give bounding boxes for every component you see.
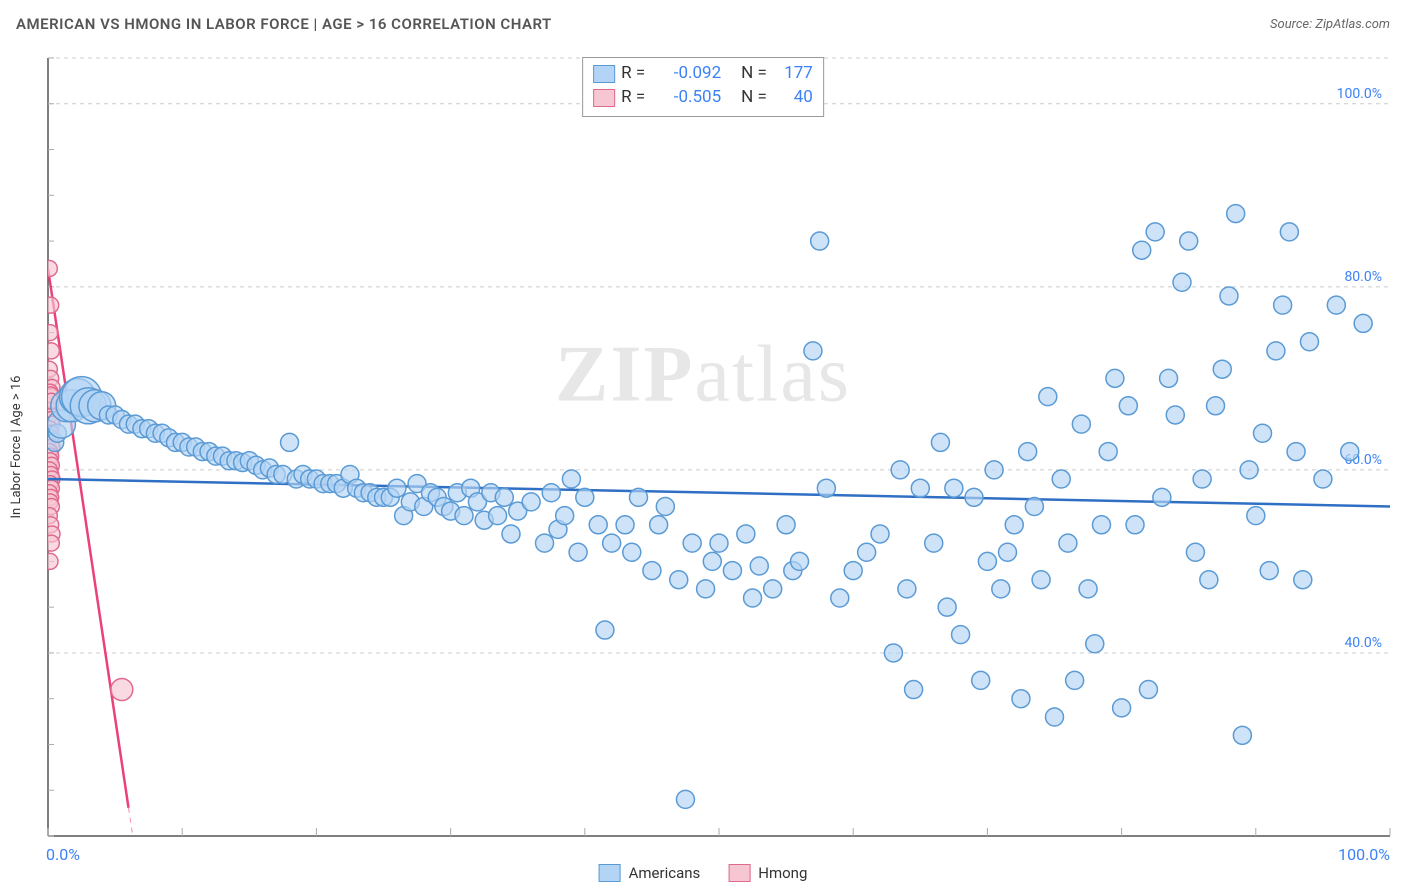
chart-title: AMERICAN VS HMONG IN LABOR FORCE | AGE >…: [16, 15, 552, 33]
n-label: N =: [741, 86, 767, 110]
svg-text:In Labor Force | Age > 16: In Labor Force | Age > 16: [9, 376, 24, 519]
correlation-scatter-chart: 40.0%60.0%80.0%100.0%0.0%100.0%In Labor …: [0, 48, 1406, 892]
r-label: R =: [621, 62, 645, 86]
r-value: -0.505: [651, 86, 721, 110]
r-label: R =: [621, 86, 645, 110]
legend-swatch: [728, 864, 750, 882]
legend-swatch: [599, 864, 621, 882]
r-value: -0.092: [651, 62, 721, 86]
legend-label: Americans: [629, 864, 701, 882]
chart-source: Source: ZipAtlas.com: [1270, 17, 1390, 32]
correlation-row: R =-0.092 N =177: [593, 62, 813, 86]
svg-text:40.0%: 40.0%: [1344, 635, 1382, 651]
n-label: N =: [741, 62, 767, 86]
n-value: 40: [773, 86, 813, 110]
series-swatch: [593, 89, 615, 107]
svg-text:100.0%: 100.0%: [1337, 86, 1382, 102]
chart-header: AMERICAN VS HMONG IN LABOR FORCE | AGE >…: [0, 0, 1406, 48]
legend-item: Americans: [599, 864, 701, 882]
svg-text:80.0%: 80.0%: [1344, 269, 1382, 285]
correlation-stats-box: R =-0.092 N =177 R =-0.505 N =40: [582, 57, 824, 117]
legend-label: Hmong: [758, 864, 807, 882]
n-value: 177: [773, 62, 813, 86]
svg-text:100.0%: 100.0%: [1338, 845, 1390, 864]
series-swatch: [593, 65, 615, 83]
legend-item: Hmong: [728, 864, 807, 882]
svg-text:0.0%: 0.0%: [46, 845, 80, 864]
series-legend: Americans Hmong: [599, 864, 808, 882]
correlation-row: R =-0.505 N =40: [593, 86, 813, 110]
